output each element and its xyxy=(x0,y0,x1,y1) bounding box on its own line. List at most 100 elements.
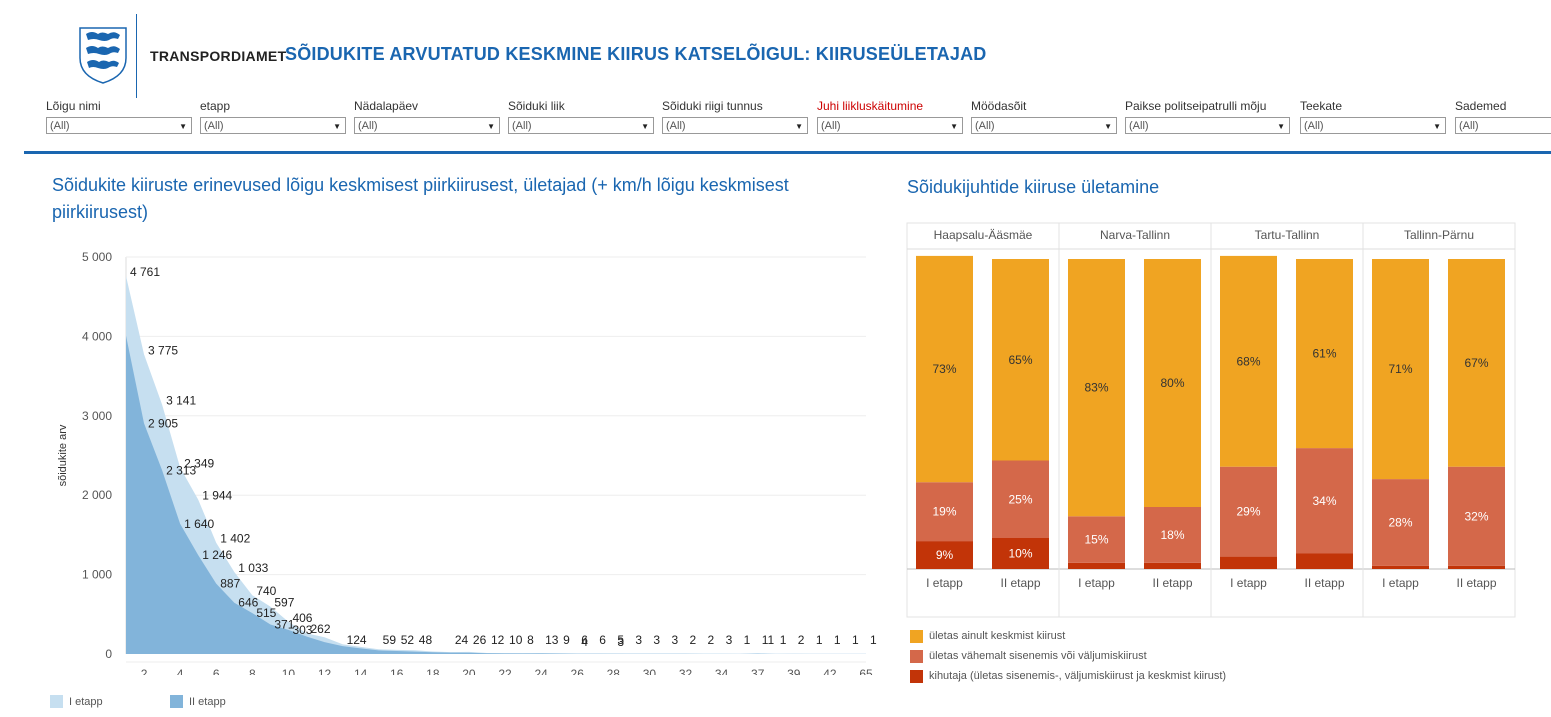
filter-dropdown[interactable]: (All) ▼ xyxy=(1300,117,1446,134)
data-label: 3 xyxy=(653,633,660,647)
chevron-down-icon: ▼ xyxy=(795,122,803,131)
data-label: 1 944 xyxy=(202,489,232,503)
data-label: 52 xyxy=(401,633,415,647)
filter-label: Juhi liikluskäitumine xyxy=(817,99,924,113)
y-tick-label: 2 000 xyxy=(82,488,112,502)
x-tick-label: II etapp xyxy=(1304,576,1344,590)
legend-swatch-etapp2 xyxy=(170,695,183,708)
legend-swatch-speeder xyxy=(910,670,923,683)
filter-dropdown[interactable]: (All) xyxy=(1455,117,1551,134)
filter-value: (All) xyxy=(358,120,378,132)
bar-segment xyxy=(1296,553,1353,569)
bar-data-label: 83% xyxy=(1084,381,1108,395)
data-label: 1 xyxy=(780,633,787,647)
bar-data-label: 34% xyxy=(1312,494,1336,508)
chevron-down-icon: ▼ xyxy=(333,122,341,131)
x-tick-label: 32 xyxy=(679,667,693,675)
bar-data-label: 29% xyxy=(1236,505,1260,519)
filter-dropdown[interactable]: (All) ▼ xyxy=(817,117,963,134)
bar-data-label: 73% xyxy=(932,362,956,376)
data-label: 1 xyxy=(834,633,841,647)
x-tick-label: 6 xyxy=(213,667,220,675)
filter-dropdown[interactable]: (All) ▼ xyxy=(508,117,654,134)
filter-dropdown[interactable]: (All) ▼ xyxy=(46,117,192,134)
data-label: 597 xyxy=(274,596,294,610)
group-header-label: Tartu-Tallinn xyxy=(1255,228,1320,242)
data-label: 2 313 xyxy=(166,463,196,477)
x-tick-label: 8 xyxy=(249,667,256,675)
x-tick-label: II etapp xyxy=(1000,576,1040,590)
bar-data-label: 18% xyxy=(1160,528,1184,542)
legend-label-speeder: kihutaja (ületas sisenemis-, väljumiskii… xyxy=(929,670,1227,682)
bar-segment xyxy=(1296,259,1353,449)
legend-label-entry-exit: ületas vähemalt sisenemis või väljumiski… xyxy=(929,650,1147,662)
data-label: 8 xyxy=(527,633,534,647)
data-label: 1 xyxy=(870,633,877,647)
bar-segment xyxy=(1220,466,1277,557)
bar-data-label: 15% xyxy=(1084,533,1108,547)
bar-segment xyxy=(1068,562,1125,569)
data-label: 59 xyxy=(383,633,397,647)
bar-segment xyxy=(1068,516,1125,563)
filter-soiduki-riigi-tunnus: Sõiduki riigi tunnus (All) ▼ xyxy=(662,99,808,134)
filter-value: (All) xyxy=(1304,120,1324,132)
bar-segment xyxy=(992,460,1049,538)
coat-of-arms-logo xyxy=(79,27,127,84)
bar-data-label: 10% xyxy=(1008,547,1032,561)
legend-swatch-etapp1 xyxy=(50,695,63,708)
filter-sademed: Sademed (All) xyxy=(1455,99,1551,134)
data-label: 6 xyxy=(599,633,606,647)
data-label: 2 905 xyxy=(148,416,178,430)
chevron-down-icon: ▼ xyxy=(641,122,649,131)
y-tick-label: 0 xyxy=(105,647,112,661)
data-label: 4 761 xyxy=(130,265,160,279)
bar-segment xyxy=(1372,259,1429,480)
filter-label: etapp xyxy=(200,99,231,113)
filter-teekate: Teekate (All) ▼ xyxy=(1300,99,1446,134)
x-tick-label: 16 xyxy=(390,667,404,675)
data-label: 13 xyxy=(545,633,559,647)
bar-segment xyxy=(992,538,1049,569)
bar-segment xyxy=(1448,466,1505,566)
legend-swatch-entry-exit xyxy=(910,650,923,663)
data-label: 887 xyxy=(220,577,240,591)
bar-data-label: 28% xyxy=(1388,516,1412,530)
filter-nadalapaev: Nädalapäev (All) ▼ xyxy=(354,99,500,134)
bar-data-label: 19% xyxy=(932,505,956,519)
legend-label-etapp2: II etapp xyxy=(189,696,226,708)
filter-label: Sõiduki riigi tunnus xyxy=(662,99,763,113)
x-tick-label: II etapp xyxy=(1152,576,1192,590)
data-label: 1 033 xyxy=(238,561,268,575)
filter-value: (All) xyxy=(512,120,532,132)
x-tick-label: 39 xyxy=(787,667,801,675)
y-tick-label: 1 000 xyxy=(82,568,112,582)
bar-segment xyxy=(992,259,1049,461)
filter-dropdown[interactable]: (All) ▼ xyxy=(200,117,346,134)
x-tick-label: 42 xyxy=(823,667,837,675)
data-label: 3 xyxy=(635,633,642,647)
filter-label: Paikse politseipatrulli mõju xyxy=(1125,99,1267,113)
stacked-bar-chart: Haapsalu-Ääsmäe 9% 19% 73% I etapp 10% 25% 65% I… xyxy=(906,222,1516,618)
x-tick-label: I etapp xyxy=(1382,576,1419,590)
data-label: 1 402 xyxy=(220,532,250,546)
chevron-down-icon: ▼ xyxy=(1104,122,1112,131)
data-label: 406 xyxy=(292,611,312,625)
data-label: 1 xyxy=(744,633,751,647)
filter-value: (All) xyxy=(975,120,995,132)
data-label: 9 xyxy=(563,633,570,647)
bar-data-label: 61% xyxy=(1312,347,1336,361)
data-label: 1 246 xyxy=(202,548,232,562)
bar-segment xyxy=(1144,507,1201,563)
filter-label: Sademed xyxy=(1455,99,1507,113)
bar-segment xyxy=(1220,556,1277,569)
data-label: 262 xyxy=(310,622,330,636)
bar-segment xyxy=(1068,259,1125,517)
brand-name: TRANSPORDIAMET xyxy=(150,48,287,64)
bar-segment xyxy=(916,541,973,569)
filter-etapp: etapp (All) ▼ xyxy=(200,99,346,134)
filter-dropdown[interactable]: (All) ▼ xyxy=(971,117,1117,134)
filter-dropdown[interactable]: (All) ▼ xyxy=(662,117,808,134)
filter-dropdown[interactable]: (All) ▼ xyxy=(354,117,500,134)
x-tick-label: 65 xyxy=(859,667,873,675)
filter-dropdown[interactable]: (All) ▼ xyxy=(1125,117,1290,134)
